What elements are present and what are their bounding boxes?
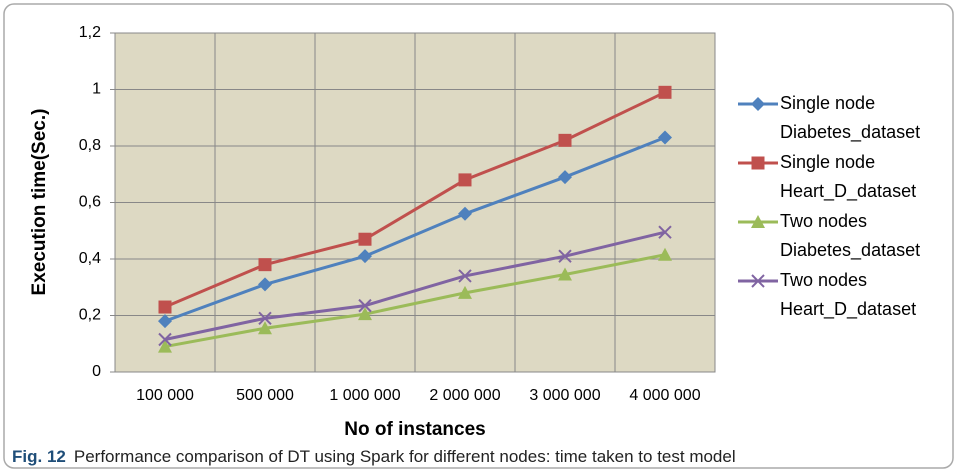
y-tick-label: 0,6: [79, 194, 101, 211]
marker: [358, 307, 372, 321]
marker: [658, 225, 672, 239]
marker: [258, 277, 272, 292]
legend-entry: Two nodes Heart_D_dataset: [780, 270, 917, 319]
marker: [358, 298, 372, 313]
marker: [751, 97, 765, 111]
legend-entry: Two nodes Diabetes_dataset: [780, 211, 921, 260]
x-tick-label: 3 000 000: [529, 387, 600, 404]
marker: [158, 332, 172, 347]
marker: [258, 311, 272, 326]
marker: [258, 258, 272, 272]
x-tick-label: 1 000 000: [329, 387, 400, 404]
x-tick-label: 4 000 000: [629, 387, 700, 404]
y-tick-label: 0,4: [79, 250, 101, 267]
series-line: [164, 230, 666, 341]
marker: [358, 232, 372, 246]
marker: [158, 314, 172, 329]
marker: [558, 249, 572, 263]
frame: [3, 3, 954, 469]
marker: [751, 274, 765, 288]
series-line: [164, 253, 666, 349]
marker: [558, 170, 572, 185]
marker: [558, 133, 572, 147]
legend-entry: Single node Heart_D_dataset: [780, 152, 917, 201]
marker: [751, 215, 765, 228]
y-tick-label: 0: [92, 363, 101, 380]
marker: [658, 247, 672, 261]
x-tick-label: 100 000: [136, 387, 194, 404]
marker: [458, 173, 472, 187]
y-tick-label: 1: [92, 81, 101, 98]
marker: [458, 269, 472, 283]
marker: [658, 130, 672, 145]
series-line: [164, 136, 666, 323]
marker: [158, 300, 172, 314]
marker: [258, 321, 272, 335]
x-axis-label: No of instances: [344, 419, 485, 440]
legend-entry: Single node Diabetes_dataset: [780, 93, 921, 142]
x-tick-label: 2 000 000: [429, 387, 500, 404]
marker: [458, 206, 472, 221]
marker: [458, 285, 472, 299]
caption-label: Fig. 12: [12, 447, 66, 466]
marker: [658, 85, 672, 99]
y-tick-label: 1,2: [79, 24, 101, 41]
y-axis-label: Execution time(Sec.): [29, 109, 50, 296]
marker: [751, 156, 765, 170]
caption-text: Performance comparison of DT using Spark…: [73, 447, 736, 466]
caption: Fig. 12 Performance comparison of DT usin…: [12, 447, 736, 467]
series-line: [164, 90, 666, 309]
x-tick-label: 500 000: [236, 387, 294, 404]
y-tick-label: 0,2: [79, 307, 101, 324]
marker: [358, 249, 372, 264]
y-tick-label: 0,8: [79, 137, 101, 154]
marker: [558, 267, 572, 281]
marker: [158, 339, 172, 353]
